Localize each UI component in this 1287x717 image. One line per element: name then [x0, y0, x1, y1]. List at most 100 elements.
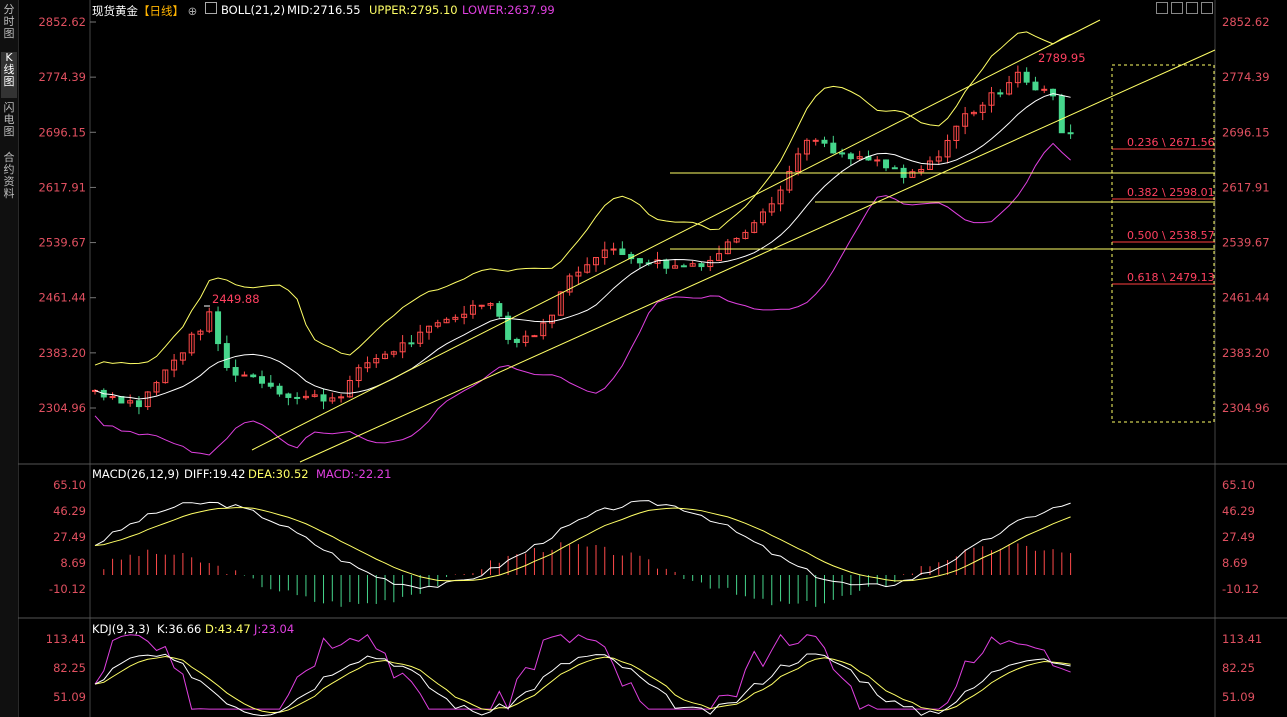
price-tick-label-right: 2774.39 — [1222, 70, 1270, 84]
candle-body — [469, 304, 476, 315]
candle-body — [434, 322, 441, 327]
fib-label: 0.382 \ 2598.01 — [1127, 186, 1215, 199]
price-tick-label-left: 2461.44 — [38, 291, 86, 305]
candle-body — [513, 338, 520, 343]
candle-body — [953, 125, 960, 141]
candle-body — [786, 170, 793, 191]
candle-body — [557, 291, 564, 316]
candle-body — [162, 369, 169, 384]
candle-body — [619, 248, 626, 255]
candle-body — [1006, 82, 1013, 95]
candle-body — [636, 258, 643, 264]
candle-body — [566, 275, 573, 293]
window-tool-icon[interactable] — [1201, 2, 1213, 14]
candle-body — [505, 315, 512, 340]
candle-body — [355, 367, 362, 382]
macd-dea: DEA:30.52 — [248, 467, 309, 481]
candle-body — [390, 351, 397, 355]
channel-upper-line — [251, 19, 1101, 451]
instrument-title: 现货黄金【日线】 ⊕ — [92, 4, 198, 18]
candle-body — [918, 168, 925, 173]
tab-kline[interactable]: K线图 — [1, 52, 17, 98]
crosshair-tool-icon[interactable] — [1156, 2, 1168, 14]
price-tick-label-right: 2696.15 — [1222, 125, 1270, 139]
macd-tick-right: 46.29 — [1222, 504, 1255, 518]
settings-icon[interactable] — [205, 2, 217, 14]
price-tick-label-left: 2304.96 — [38, 401, 86, 415]
boll-upper-line — [94, 31, 1071, 366]
candle-body — [329, 397, 336, 402]
kdj-j-line — [94, 633, 1071, 711]
price-tick-label-left: 2539.67 — [38, 236, 86, 250]
tab-timeshare[interactable]: 分时图 — [3, 3, 15, 40]
kdj-tick-right: 113.41 — [1222, 632, 1262, 646]
candle-body — [425, 325, 432, 333]
boll-mid-line — [94, 93, 1071, 400]
candle-body — [531, 335, 538, 338]
candle-body — [197, 330, 204, 335]
candle-body — [821, 139, 828, 144]
candle-body — [417, 331, 424, 344]
candle-body — [250, 374, 257, 378]
kdj-tick-right: 82.25 — [1222, 661, 1255, 675]
boll-upper: UPPER:2795.10 — [369, 3, 458, 17]
kdj-tick-left: 51.09 — [53, 690, 86, 704]
candle-body — [707, 259, 714, 268]
candle-body — [592, 257, 599, 266]
candle-body — [188, 333, 195, 354]
tab-contract-info[interactable]: 合约资料 — [3, 151, 15, 200]
candle-body — [847, 153, 854, 160]
candle-body — [443, 318, 450, 324]
boll-lower: LOWER:2637.99 — [462, 3, 555, 17]
kdj-tick-right: 51.09 — [1222, 690, 1255, 704]
candle-body — [935, 156, 942, 162]
candle-body — [970, 111, 977, 115]
candle-body — [768, 203, 775, 213]
candle-body — [338, 396, 345, 399]
candle-body — [522, 335, 529, 343]
kdj-label: KDJ(9,3,3) — [92, 622, 151, 636]
tab-flash[interactable]: 闪电图 — [3, 101, 15, 138]
candle-body — [294, 396, 301, 399]
fib-label: 0.500 \ 2538.57 — [1127, 229, 1215, 242]
candle-body — [909, 171, 916, 178]
candle-body — [1041, 88, 1048, 91]
candle-body — [839, 152, 846, 155]
candle-body — [962, 113, 969, 127]
candle-body — [830, 142, 837, 154]
zoom-tool-icon[interactable] — [1171, 2, 1183, 14]
macd-label: MACD(26,12,9) — [92, 467, 180, 481]
candle-body — [1023, 71, 1030, 83]
macd-diff: DIFF:19.42 — [184, 467, 246, 481]
candle-body — [373, 358, 380, 364]
candle-body — [979, 104, 986, 113]
candle-body — [795, 153, 802, 172]
price-tick-label-right: 2539.67 — [1222, 236, 1270, 250]
candle-body — [689, 263, 696, 267]
candle-body — [302, 395, 309, 399]
candle-body — [241, 374, 248, 377]
candle-body — [856, 156, 863, 160]
kdj-tick-left: 82.25 — [53, 661, 86, 675]
candle-body — [311, 394, 318, 397]
candle-body — [320, 394, 327, 402]
price-tick-label-right: 2852.62 — [1222, 15, 1270, 29]
candle-body — [118, 396, 125, 404]
layout-tool-icon[interactable] — [1186, 2, 1198, 14]
candle-body — [127, 400, 134, 404]
candle-body — [179, 352, 186, 361]
candle-body — [1067, 132, 1074, 135]
candle-body — [926, 160, 933, 170]
candle-body — [742, 231, 749, 239]
candle-body — [276, 385, 283, 395]
macd-tick-left: 65.10 — [53, 478, 86, 492]
candle-body — [698, 263, 705, 268]
candle-body — [496, 303, 503, 317]
macd-tick-left: -10.12 — [49, 582, 86, 596]
candle-body — [759, 211, 766, 224]
candle-body — [1058, 95, 1065, 134]
candle-body — [399, 342, 406, 353]
macd-tick-left: 46.29 — [53, 504, 86, 518]
candle-body — [1032, 81, 1039, 91]
